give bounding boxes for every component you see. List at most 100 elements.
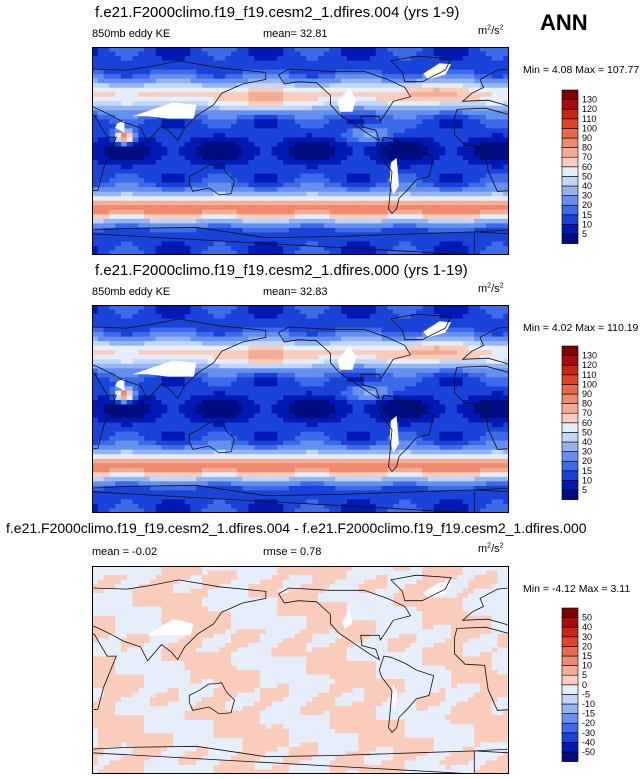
- field-cell: [288, 372, 296, 378]
- field-cell: [335, 327, 342, 333]
- field-cell: [317, 309, 325, 315]
- field-cell: [277, 232, 284, 238]
- field-cell: [485, 377, 493, 383]
- field-cell: [259, 309, 267, 315]
- field-cell: [254, 119, 261, 125]
- field-cell: [398, 323, 406, 329]
- field-cell: [277, 128, 284, 134]
- field-cell: [184, 151, 191, 156]
- field-cell: [439, 178, 446, 184]
- field-cell: [103, 223, 110, 229]
- field-cell: [225, 363, 232, 369]
- field-cell: [427, 65, 435, 71]
- field-cell: [202, 141, 209, 147]
- field-cell: [404, 60, 411, 66]
- field-cell: [178, 323, 186, 329]
- field-cell: [364, 390, 371, 396]
- field-cell: [491, 336, 498, 342]
- field-cell: [404, 69, 411, 75]
- field-cell: [225, 205, 232, 211]
- field-cell: [445, 160, 452, 165]
- field-cell: [393, 377, 400, 383]
- field-cell: [173, 390, 180, 396]
- field-cell: [144, 191, 151, 197]
- field-cell: [167, 164, 174, 170]
- field-cell: [92, 200, 99, 206]
- field-cell: [248, 137, 255, 143]
- field-cell: [213, 119, 220, 125]
- field-cell: [161, 236, 168, 242]
- field-cell: [474, 354, 481, 360]
- field-cell: [202, 178, 209, 184]
- field-cell: [433, 200, 440, 206]
- field-cell: [138, 395, 145, 401]
- field-cell: [317, 390, 325, 396]
- field-cell: [300, 191, 307, 197]
- field-cell: [288, 141, 296, 147]
- field-cell: [456, 227, 464, 233]
- field-cell: [236, 232, 243, 238]
- field-cell: [439, 372, 446, 378]
- field-cell: [178, 245, 186, 251]
- field-cell: [300, 390, 307, 396]
- field-cell: [254, 47, 261, 52]
- field-cell: [248, 314, 255, 319]
- field-cell: [103, 128, 110, 134]
- field-cell: [317, 69, 325, 75]
- coastline: [461, 68, 509, 108]
- field-cell: [317, 101, 325, 107]
- field-cell: [236, 196, 243, 202]
- field-cell: [393, 209, 400, 215]
- field-cell: [439, 105, 446, 111]
- field-cell: [456, 191, 464, 197]
- field-cell: [115, 69, 122, 75]
- field-cell: [132, 200, 139, 206]
- field-cell: [288, 245, 296, 251]
- field-cell: [323, 47, 330, 52]
- field-cell: [497, 47, 504, 52]
- field-cell: [126, 87, 133, 93]
- field-cell: [283, 65, 290, 71]
- field-cell: [410, 105, 417, 111]
- field-cell: [207, 327, 215, 333]
- field-cell: [317, 395, 325, 401]
- field-cell: [370, 65, 377, 71]
- field-cell: [462, 381, 469, 387]
- field-cell: [445, 105, 452, 111]
- field-cell: [207, 83, 215, 89]
- field-cell: [451, 241, 458, 247]
- field-cell: [132, 336, 139, 342]
- field-cell: [248, 74, 255, 80]
- field-cell: [294, 141, 301, 147]
- field-cell: [439, 110, 446, 116]
- field-cell: [254, 327, 261, 333]
- field-cell: [271, 173, 278, 179]
- field-cell: [393, 314, 400, 319]
- field-cell: [155, 250, 162, 255]
- field-cell: [161, 341, 168, 347]
- field-cell: [398, 51, 406, 57]
- field-cell: [178, 232, 186, 238]
- field-cell: [259, 83, 267, 89]
- field-cell: [456, 223, 464, 229]
- field-cell: [254, 60, 261, 66]
- field-cell: [462, 200, 469, 206]
- field-cell: [375, 399, 382, 405]
- field-cell: [202, 47, 209, 52]
- field-cell: [370, 395, 377, 401]
- field-cell: [474, 60, 481, 66]
- field-cell: [161, 318, 168, 324]
- field-cell: [312, 151, 319, 156]
- field-cell: [341, 87, 348, 93]
- field-cell: [474, 123, 481, 129]
- field-cell: [468, 305, 475, 310]
- field-cell: [341, 368, 348, 374]
- field-cell: [149, 173, 157, 179]
- field-cell: [103, 151, 110, 156]
- field-cell: [120, 341, 128, 347]
- field-cell: [103, 368, 110, 374]
- field-cell: [196, 110, 203, 116]
- field-cell: [178, 83, 186, 89]
- field-cell: [398, 399, 406, 405]
- field-cell: [462, 128, 469, 134]
